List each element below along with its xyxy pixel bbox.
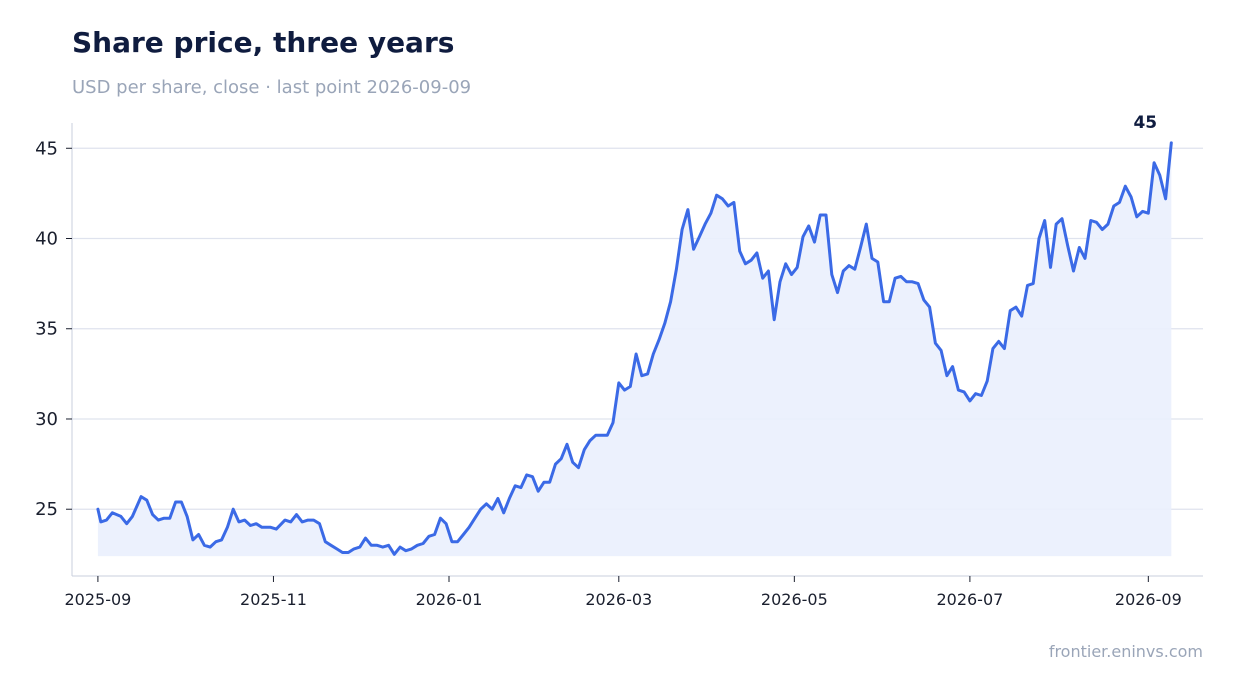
y-tick-label: 35 — [35, 319, 58, 340]
x-tick-label: 2026-03 — [585, 590, 652, 609]
y-tick-label: 30 — [35, 409, 58, 430]
x-tick-label: 2026-07 — [936, 590, 1003, 609]
chart-title: Share price, three years — [72, 26, 455, 59]
x-axis-ticks: 2025-09 2025-11 2026-01 2026-03 2026-05 2026-… — [64, 576, 1182, 609]
y-tick-label: 40 — [35, 229, 58, 250]
y-axis-ticks: 25 30 35 40 45 — [35, 138, 72, 520]
source-credit: frontier.eninvs.com — [1048, 642, 1203, 661]
x-tick-label: 2026-09 — [1115, 590, 1182, 609]
x-tick-label: 2026-01 — [416, 590, 483, 609]
x-tick-label: 2025-11 — [240, 590, 307, 609]
area-fill-layer — [97, 142, 1172, 557]
x-tick-label: 2025-09 — [64, 590, 131, 609]
series-line-layer — [96, 141, 1173, 556]
series-line — [96, 141, 1173, 556]
y-tick-label: 45 — [35, 138, 58, 159]
area-fill — [97, 142, 1172, 557]
chart-subtitle: USD per share, close · last point 2026-0… — [72, 77, 472, 98]
x-tick-label: 2026-05 — [761, 590, 828, 609]
y-tick-label: 25 — [35, 499, 58, 520]
axes — [71, 123, 1203, 577]
end-value-label: 45 — [1133, 113, 1157, 133]
